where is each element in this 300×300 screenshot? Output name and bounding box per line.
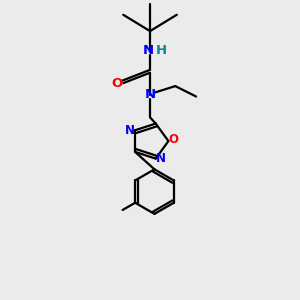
Text: N: N (143, 44, 154, 57)
Text: N: N (125, 124, 135, 137)
Text: N: N (156, 152, 166, 165)
Text: N: N (144, 88, 156, 101)
Text: O: O (111, 76, 122, 90)
Text: H: H (156, 44, 167, 57)
Text: O: O (168, 133, 178, 146)
